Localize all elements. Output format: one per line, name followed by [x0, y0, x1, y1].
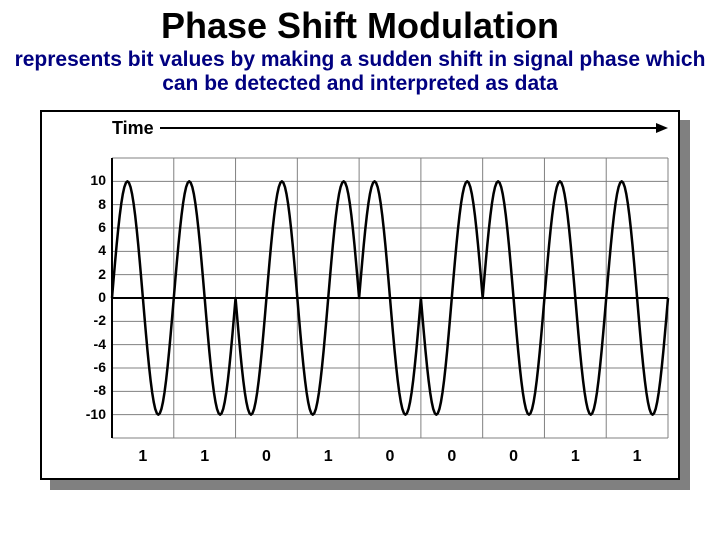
y-tick-label: -2	[76, 312, 106, 328]
bit-label: 0	[504, 448, 524, 466]
bit-label: 1	[133, 448, 153, 466]
y-tick-label: 0	[76, 289, 106, 305]
y-tick-label: -4	[76, 336, 106, 352]
y-tick-label: 6	[76, 219, 106, 235]
y-tick-label: -8	[76, 382, 106, 398]
bit-label: 0	[380, 448, 400, 466]
chart-container: Time 1086420-2-4-6-8-10110100011	[40, 110, 680, 480]
bit-label: 1	[195, 448, 215, 466]
y-tick-label: 8	[76, 196, 106, 212]
y-tick-label: 2	[76, 266, 106, 282]
y-tick-label: -10	[76, 406, 106, 422]
bit-label: 0	[256, 448, 276, 466]
page-subtitle: represents bit values by making a sudden…	[0, 48, 720, 96]
y-tick-label: 4	[76, 242, 106, 258]
bit-label: 1	[565, 448, 585, 466]
chart-panel: Time 1086420-2-4-6-8-10110100011	[40, 110, 680, 480]
bit-label: 0	[442, 448, 462, 466]
page-title: Phase Shift Modulation	[0, 6, 720, 46]
bit-label: 1	[318, 448, 338, 466]
y-tick-label: 10	[76, 172, 106, 188]
bit-label: 1	[627, 448, 647, 466]
y-tick-label: -6	[76, 359, 106, 375]
chart-svg	[42, 112, 682, 482]
